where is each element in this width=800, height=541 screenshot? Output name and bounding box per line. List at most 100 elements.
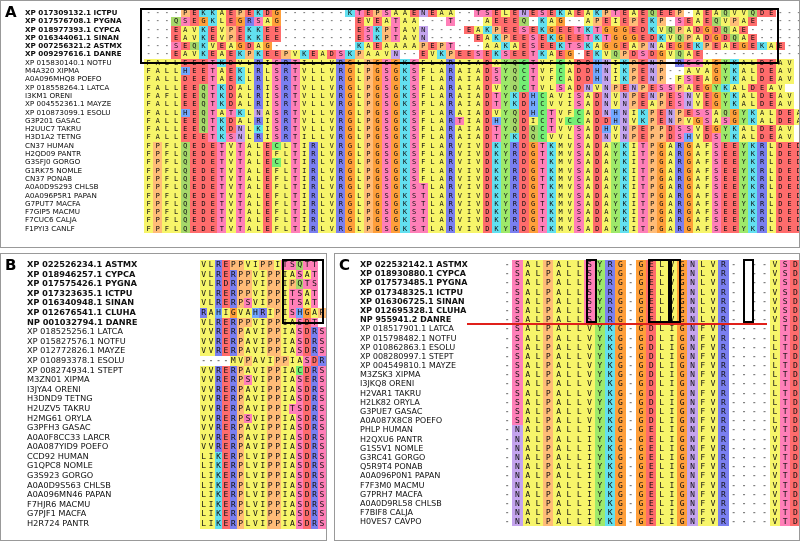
- panel-c-alignment: -SALPALLSYRG-GELVGNLVR----VSDQLG-SALPALL…: [502, 260, 799, 527]
- sequence-name: H2UZV5 TAKRU: [27, 403, 91, 413]
- sequence-name: F7BIF8 CALJA: [360, 508, 413, 518]
- sequence-name: PHLP HUMAN: [360, 425, 413, 435]
- sequence-name: XP 017575426.1 PYGNA: [27, 279, 137, 289]
- panel-c-sequence-names: XP 022532142.1 ASTMX XP 018930880.1 CYPCA…: [360, 260, 500, 526]
- sequence-name: H2VAR1 TAKRU: [360, 388, 422, 398]
- sequence-name: A0A096MN46 PAPAN: [27, 490, 112, 500]
- panel-a-sequence-names: XP 017309132.1 ICTPU XP 017576708.1 PYGNA…: [25, 9, 143, 233]
- sequence-name: G3S923 GORGO: [27, 471, 94, 481]
- panel-b: B XP 022526234.1 ASTMX XP 018946257.1 CYP…: [0, 253, 327, 541]
- sequence-name: CCD92 HUMAN: [27, 451, 89, 461]
- panel-b-sequence-names: XP 022526234.1 ASTMX XP 018946257.1 CYPCA…: [27, 260, 197, 529]
- sequence-name: XP 015827576.1 NOTFU: [27, 336, 126, 346]
- sequence-name: NP 955941.2 DANRE: [360, 315, 452, 325]
- sequence-name: XP 018558264.1 LATCA: [25, 83, 110, 92]
- sequence-name: A0A096MHQ8 POEFO: [25, 75, 102, 84]
- sequence-name: XP 017573485.1 PYGNA: [360, 278, 468, 288]
- sequence-name: XP 017309132.1 ICTPU: [25, 9, 118, 17]
- sequence-name: XP 009297616.1 DANRE: [25, 50, 122, 59]
- sequence-name: H3DND9 TETNG: [27, 394, 93, 404]
- sequence-name: XP 017323635.1 ICTPU: [27, 288, 133, 298]
- sequence-name: G7PUT7 MACFA: [25, 199, 81, 208]
- sequence-name: H0VES7 CAVPO: [360, 517, 422, 527]
- sequence-name: G3SFJ0 GORGO: [25, 158, 81, 167]
- sequence-name: XP 010893378.1 ESOLU: [27, 355, 125, 365]
- sequence-name: I3JYA4 ORENI: [27, 384, 81, 394]
- sequence-name: CN37 HUMAN: [25, 141, 74, 150]
- sequence-name: XP 015798482.1 NOTFU: [360, 333, 457, 343]
- sequence-name: Q5R9T4 PONAB: [360, 462, 423, 472]
- sequence-name: XP 010873099.1 ESOLU: [25, 108, 111, 117]
- sequence-name: F7GIP5 MACMU: [25, 208, 81, 217]
- sequence-name: F1PYI3 CANLF: [25, 224, 75, 233]
- sequence-name: XP 015830140.1 NOTFU: [25, 58, 112, 67]
- sequence-name: F7HJR6 MACMU: [27, 499, 91, 509]
- sequence-name: XP 018517901.1 LATCA: [360, 324, 454, 334]
- alignment-row: ----MVPAVIPPIASDRS: [200, 355, 326, 366]
- sequence-name: M4A320 XIPMA: [25, 67, 80, 76]
- sequence-name: H2QXU6 PANTR: [360, 434, 423, 444]
- panel-b-label: B: [5, 256, 17, 274]
- sequence-name: G3P201 GASAC: [25, 116, 81, 125]
- sequence-name: A0A0F8CC33 LARCR: [27, 432, 111, 442]
- sequence-name: XP 022526234.1 ASTMX: [27, 260, 138, 269]
- sequence-name: A0A096P0N1 PAPAN: [360, 471, 441, 481]
- sequence-name: XP 007256321.2 ASTMX: [25, 42, 122, 51]
- sequence-name: H2MG61 ORYLA: [27, 413, 92, 423]
- sequence-name: F7F3M0 MACMU: [360, 480, 425, 490]
- sequence-name: G1S5V1 NOMLE: [360, 443, 424, 453]
- panel-a-label: A: [5, 3, 17, 21]
- sequence-name: G3PUE7 GASAC: [360, 407, 423, 416]
- sequence-name: XP 018930880.1 CYPCA: [360, 269, 466, 279]
